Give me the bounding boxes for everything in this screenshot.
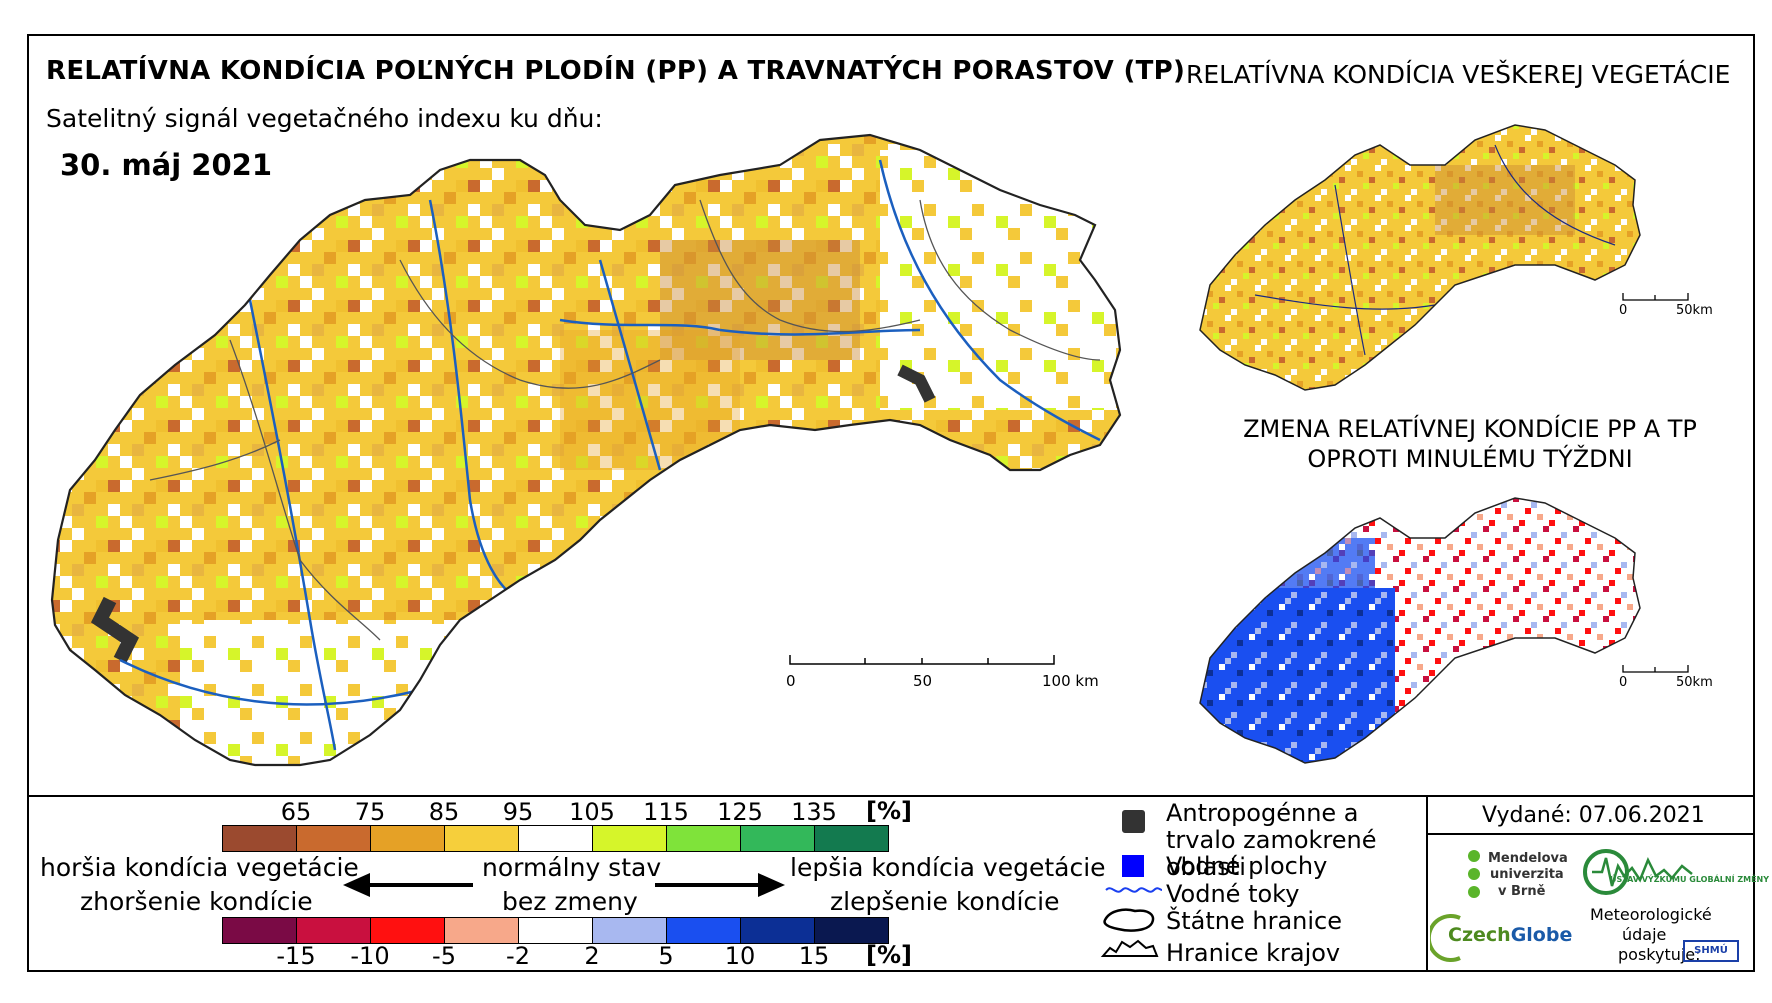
meteo-text-3: poskytuje: <box>1618 945 1701 964</box>
change-scale-swatch <box>296 917 371 944</box>
condition-scale-swatch <box>296 825 371 852</box>
change-scale-tick: -2 <box>506 942 530 970</box>
anthropogenic-label: Antropogénne a trvalo zamokrené oblasti <box>1166 799 1377 881</box>
condition-scale-swatch <box>814 825 889 852</box>
map-title: RELATÍVNA KONDÍCIA POĽNÝCH PLODÍN (PP) A… <box>46 56 1186 86</box>
mini-scale-2-label-0: 0 <box>1619 675 1628 690</box>
shmu-logo: SHMÚ <box>1683 940 1739 962</box>
map-date: 30. máj 2021 <box>60 148 273 182</box>
change-scale-tick: -5 <box>432 942 456 970</box>
better-change-label: zlepšenie kondície <box>830 887 1060 916</box>
right-arrow-icon <box>655 873 785 897</box>
condition-scale-swatch <box>666 825 741 852</box>
ustav-logo-icon <box>1583 849 1693 895</box>
no-change-label: bez zmeny <box>502 887 638 916</box>
worse-change-label: zhoršenie kondície <box>80 887 313 916</box>
change-map-title: ZMENA RELATÍVNEJ KONDÍCIE PP A TP OPROTI… <box>1243 415 1697 473</box>
mendel-logo-text-1: Mendelova <box>1488 851 1568 866</box>
condition-scale-swatch <box>370 825 445 852</box>
change-scale-tick: -15 <box>276 942 316 970</box>
mini-scale-2-label-50: 50km <box>1676 675 1713 690</box>
condition-scale-tick: 85 <box>428 798 460 826</box>
map-subtitle: Satelitný signál vegetačného indexu ku d… <box>46 104 603 133</box>
legend-separator <box>27 795 1755 797</box>
main-scale-label-50: 50 <box>913 672 933 690</box>
change-scale-swatch <box>814 917 889 944</box>
condition-scale-swatch <box>592 825 667 852</box>
mendel-logo-text-3: v Brně <box>1498 884 1546 899</box>
water-stream-icon <box>1105 887 1163 893</box>
condition-scale-swatch <box>222 825 297 852</box>
mini-scale-bar-1 <box>1622 293 1689 301</box>
change-scale-swatch <box>518 917 593 944</box>
change-mini-map <box>1199 497 1641 764</box>
condition-scale-tick: 105 <box>569 798 615 826</box>
left-arrow-icon <box>343 873 473 897</box>
mini-scale-bar-2 <box>1622 665 1689 673</box>
change-scale-tick: 15 <box>798 942 830 970</box>
condition-scale-swatch <box>518 825 593 852</box>
map-frame <box>27 34 1755 972</box>
region-border-icon <box>1100 939 1159 957</box>
condition-scale-tick: 125 <box>717 798 763 826</box>
condition-scale-tick: 95 <box>502 798 534 826</box>
ustav-logo-text: ÚSTAV VÝZKUMU GLOBÁLNÍ ZMĚNY <box>1610 875 1770 884</box>
czechglobe-logo-icon <box>1430 914 1461 962</box>
condition-scale-tick: 65 <box>280 798 312 826</box>
water-stream-label: Vodné toky <box>1166 880 1300 908</box>
anthropogenic-swatch <box>1122 810 1145 833</box>
meteo-text-2: údaje <box>1622 925 1667 944</box>
change-scale-tick: 2 <box>584 942 600 970</box>
change-scale-swatch <box>222 917 297 944</box>
change-scale-swatch <box>666 917 741 944</box>
region-border-label: Hranice krajov <box>1166 939 1341 967</box>
worse-condition-label: horšia kondícia vegetácie <box>40 853 359 882</box>
czechglobe-logo-text: CzechGlobe <box>1448 924 1572 946</box>
water-body-swatch <box>1122 855 1144 877</box>
czechglobe-logo-text-2: Globe <box>1510 924 1573 946</box>
meteo-text-1: Meteorologické <box>1590 905 1712 924</box>
legend-vertical-separator <box>1426 795 1428 972</box>
state-border-label: Štátne hranice <box>1166 907 1342 935</box>
condition-scale-unit: [%] <box>866 797 912 825</box>
normal-state-label: normálny stav <box>482 853 662 882</box>
vegetation-mini-map <box>1199 124 1641 391</box>
main-scale-bar <box>789 655 1055 665</box>
condition-scale-tick: 75 <box>354 798 386 826</box>
change-scale-swatch <box>740 917 815 944</box>
change-scale-tick: 5 <box>658 942 674 970</box>
mendel-logo-text-2: univerzita <box>1490 867 1564 882</box>
main-scale-label-100: 100 km <box>1042 672 1099 690</box>
condition-scale-tick: 135 <box>791 798 837 826</box>
state-border-icon <box>1103 908 1155 932</box>
condition-scale-swatch <box>740 825 815 852</box>
condition-scale-swatch <box>444 825 519 852</box>
mendel-logo-icon <box>1468 850 1480 898</box>
czechglobe-logo-text-1: Czech <box>1448 924 1511 946</box>
mini-scale-1-label-0: 0 <box>1619 303 1628 318</box>
change-scale-swatch <box>444 917 519 944</box>
change-scale-tick: 10 <box>724 942 756 970</box>
main-scale-label-0: 0 <box>786 672 796 690</box>
mini-scale-1-label-50: 50km <box>1676 303 1713 318</box>
vegetation-map-title: RELATÍVNA KONDÍCIA VEŠKEREJ VEGETÁCIE <box>1186 60 1731 89</box>
change-scale-swatch <box>370 917 445 944</box>
change-scale-swatch <box>592 917 667 944</box>
issued-date: Vydané: 07.06.2021 <box>1482 803 1705 828</box>
issued-separator <box>1426 833 1755 835</box>
condition-scale-tick: 115 <box>643 798 689 826</box>
better-condition-label: lepšia kondícia vegetácie <box>790 853 1106 882</box>
water-body-label: Vodné plochy <box>1166 852 1328 880</box>
change-scale-tick: -10 <box>350 942 390 970</box>
change-scale-unit: [%] <box>866 941 912 969</box>
